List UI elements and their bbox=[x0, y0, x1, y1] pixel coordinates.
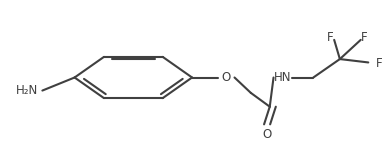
Text: H₂N: H₂N bbox=[17, 84, 38, 97]
Text: F: F bbox=[376, 57, 382, 70]
Text: F: F bbox=[361, 31, 368, 44]
Text: O: O bbox=[263, 128, 272, 141]
Text: F: F bbox=[327, 31, 334, 44]
Text: HN: HN bbox=[274, 71, 292, 84]
Text: O: O bbox=[222, 71, 231, 84]
